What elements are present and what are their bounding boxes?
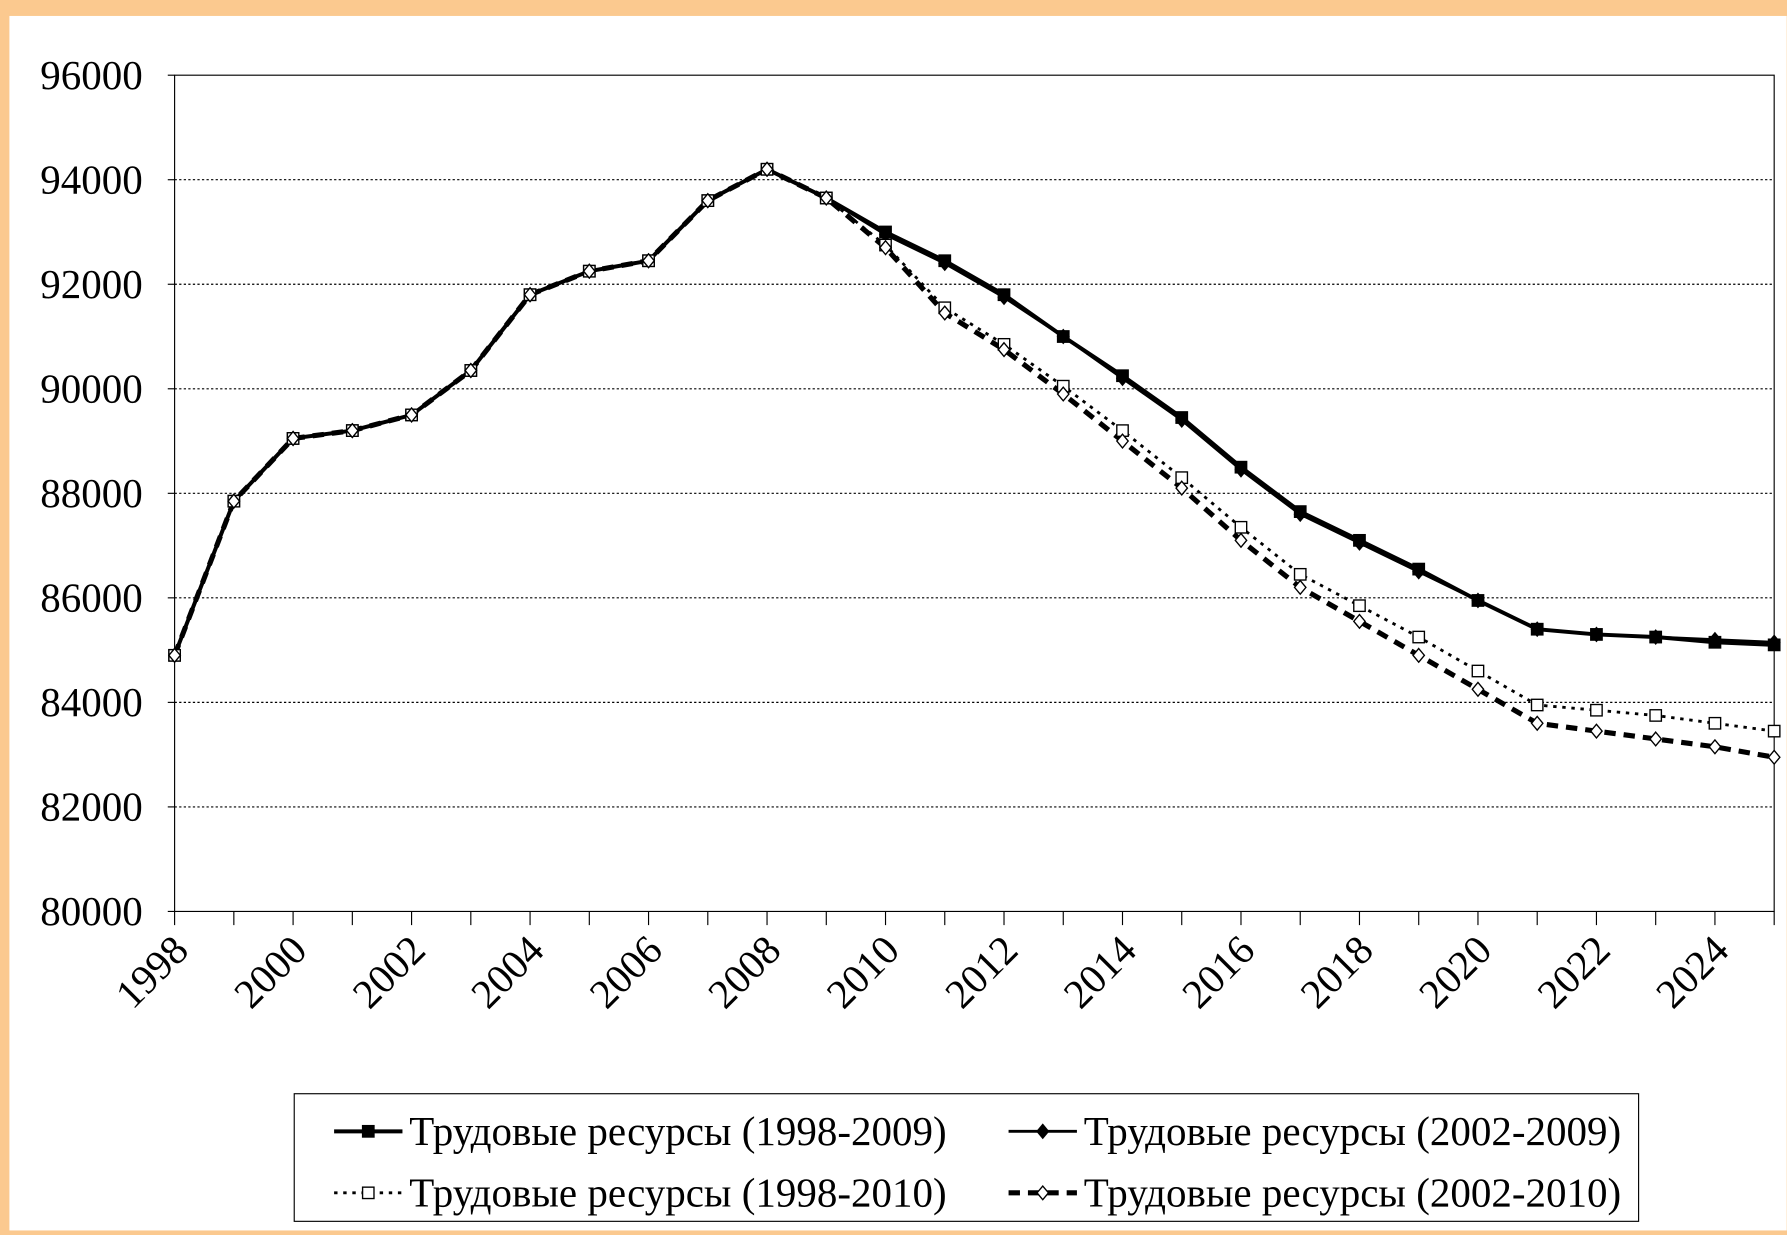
marker bbox=[1412, 647, 1426, 664]
marker bbox=[464, 362, 478, 379]
legend-label: Трудовые ресурсы (1998-2010) bbox=[409, 1170, 946, 1216]
marker bbox=[1767, 749, 1781, 766]
marker bbox=[1293, 579, 1307, 596]
marker bbox=[1590, 703, 1603, 717]
legend-marker bbox=[361, 1124, 375, 1138]
series-line bbox=[172, 166, 1775, 760]
marker bbox=[1767, 724, 1781, 738]
marker bbox=[1353, 599, 1366, 613]
marker bbox=[1293, 567, 1307, 581]
marker bbox=[1649, 731, 1663, 747]
marker bbox=[1412, 630, 1426, 644]
marker bbox=[1115, 370, 1130, 387]
marker bbox=[938, 305, 952, 321]
legend-marker bbox=[361, 1186, 375, 1200]
marker bbox=[1036, 1123, 1050, 1140]
marker bbox=[1708, 716, 1722, 730]
marker bbox=[1708, 738, 1722, 755]
marker bbox=[1589, 626, 1604, 643]
marker bbox=[1056, 328, 1070, 345]
marker bbox=[1352, 535, 1367, 551]
marker bbox=[1056, 386, 1070, 402]
marker bbox=[997, 289, 1011, 306]
marker bbox=[1234, 532, 1248, 549]
legend-marker bbox=[1036, 1123, 1050, 1140]
marker bbox=[345, 422, 359, 439]
marker bbox=[523, 286, 537, 303]
y-tick-label: 92000 bbox=[40, 261, 142, 307]
marker bbox=[938, 255, 952, 272]
y-tick-label: 86000 bbox=[40, 575, 142, 621]
marker bbox=[1115, 433, 1130, 449]
y-tick-label: 96000 bbox=[40, 52, 142, 98]
y-tick-label: 88000 bbox=[40, 470, 142, 516]
marker bbox=[760, 161, 774, 178]
marker bbox=[819, 190, 833, 206]
marker bbox=[1589, 723, 1604, 740]
marker bbox=[1352, 613, 1367, 630]
legend bbox=[293, 1093, 1640, 1222]
marker bbox=[361, 1186, 375, 1200]
marker bbox=[1412, 563, 1426, 580]
legend-label: Трудовые ресурсы (1998-2009) bbox=[409, 1108, 946, 1154]
marker bbox=[1471, 592, 1485, 609]
marker bbox=[168, 647, 182, 664]
y-tick-label: 90000 bbox=[40, 365, 142, 411]
y-tick-label: 80000 bbox=[40, 888, 142, 934]
marker bbox=[1234, 461, 1248, 478]
legend-label: Трудовые ресурсы (2002-2009) bbox=[1084, 1108, 1621, 1154]
marker bbox=[1708, 631, 1722, 648]
marker bbox=[1175, 412, 1189, 429]
marker bbox=[1471, 681, 1485, 698]
marker bbox=[1036, 1184, 1050, 1201]
marker bbox=[641, 252, 656, 269]
y-tick-label: 94000 bbox=[40, 156, 142, 202]
marker bbox=[404, 407, 419, 423]
marker bbox=[361, 1124, 375, 1138]
legend-marker bbox=[1036, 1184, 1050, 1201]
marker bbox=[227, 493, 241, 510]
marker bbox=[1234, 520, 1248, 534]
marker bbox=[286, 430, 300, 447]
marker bbox=[1471, 664, 1485, 678]
marker bbox=[1175, 480, 1189, 496]
y-tick-label: 82000 bbox=[40, 784, 142, 830]
marker bbox=[997, 341, 1011, 358]
marker bbox=[1649, 629, 1663, 645]
y-tick-label: 84000 bbox=[40, 679, 142, 725]
marker bbox=[1767, 634, 1781, 651]
marker bbox=[582, 263, 596, 280]
marker bbox=[1530, 698, 1544, 712]
marker bbox=[701, 192, 715, 209]
marker bbox=[1530, 715, 1544, 732]
marker bbox=[1649, 709, 1663, 722]
marker bbox=[878, 239, 893, 256]
legend-label: Трудовые ресурсы (2002-2010) bbox=[1084, 1170, 1621, 1216]
marker bbox=[1293, 506, 1307, 523]
marker bbox=[1530, 621, 1544, 638]
